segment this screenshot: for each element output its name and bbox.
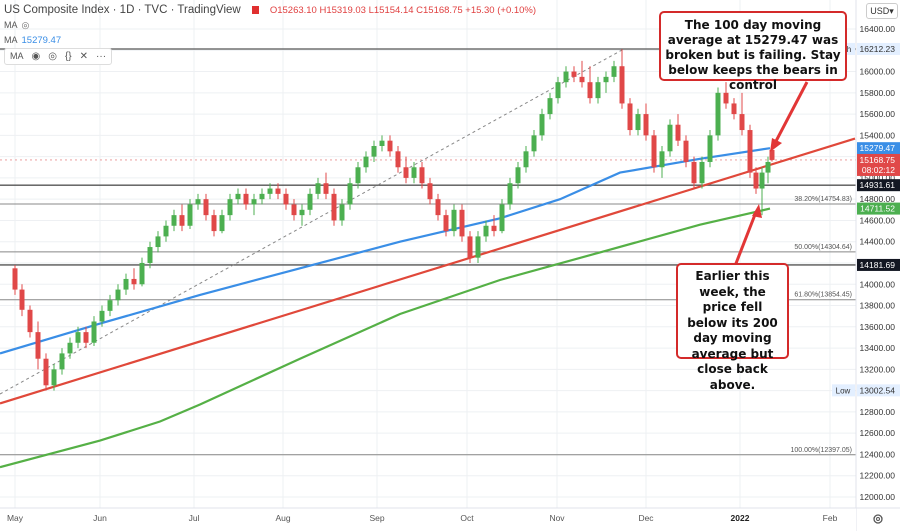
svg-text:50.00%(14304.64): 50.00%(14304.64) <box>794 244 852 251</box>
vertical-gridlines <box>14 0 831 508</box>
eye-icon[interactable]: ◉ <box>31 51 41 62</box>
svg-text:13200.00: 13200.00 <box>860 364 896 374</box>
svg-text:13400.00: 13400.00 <box>860 343 896 353</box>
ma-value: 15279.47 <box>21 35 62 46</box>
callout-ma100: The 100 day moving average at 15279.47 w… <box>659 11 847 92</box>
svg-text:2022: 2022 <box>731 513 750 523</box>
svg-text:15400.00: 15400.00 <box>860 130 896 140</box>
svg-text:Jul: Jul <box>189 513 200 523</box>
ma-label[interactable]: MA <box>4 35 18 45</box>
currency-selector[interactable]: USD▾ <box>866 3 898 19</box>
svg-text:Jun: Jun <box>93 513 107 523</box>
ma-label[interactable]: MA <box>4 20 18 30</box>
svg-text:14800.00: 14800.00 <box>860 194 896 204</box>
close-icon[interactable]: ✕ <box>79 51 89 62</box>
svg-text:15800.00: 15800.00 <box>860 88 896 98</box>
svg-text:Nov: Nov <box>549 513 565 523</box>
callout-arrows <box>733 81 809 267</box>
eye-hidden-icon[interactable]: ◎ <box>21 20 30 30</box>
svg-text:Oct: Oct <box>460 513 474 523</box>
fib-trend-dashed-line <box>0 49 623 395</box>
candlesticks <box>12 49 775 391</box>
svg-text:15168.75: 15168.75 <box>860 155 896 165</box>
settings-icon[interactable] <box>873 514 883 524</box>
svg-text:13800.00: 13800.00 <box>860 301 896 311</box>
svg-text:14181.69: 14181.69 <box>860 260 896 270</box>
svg-text:16400.00: 16400.00 <box>860 24 896 34</box>
price-tags: 16212.23High15279.4715168.7508:02:121493… <box>832 42 900 397</box>
svg-text:15279.47: 15279.47 <box>860 143 896 153</box>
svg-text:Feb: Feb <box>823 513 838 523</box>
svg-text:38.20%(14754.83): 38.20%(14754.83) <box>794 196 852 203</box>
svg-text:Sep: Sep <box>369 513 384 523</box>
symbol-title[interactable]: US Composite Index · 1D · TVC · TradingV… <box>4 4 241 16</box>
svg-text:12200.00: 12200.00 <box>860 471 896 481</box>
more-icon[interactable]: ··· <box>96 51 107 62</box>
svg-text:Aug: Aug <box>275 513 290 523</box>
svg-text:12000.00: 12000.00 <box>860 492 896 502</box>
ma-toolbar: MA ◉ ◎ {} ✕ ··· <box>4 48 113 65</box>
time-axis-panel[interactable] <box>0 508 856 531</box>
svg-text:12600.00: 12600.00 <box>860 428 896 438</box>
svg-text:14711.52: 14711.52 <box>860 204 895 214</box>
svg-text:16000.00: 16000.00 <box>860 67 896 77</box>
svg-text:08:02:12: 08:02:12 <box>862 165 895 175</box>
callout-ma200: Earlier this week, the price fell below … <box>676 263 789 392</box>
svg-text:May: May <box>7 513 24 523</box>
time-axis-labels: May Jun Jul Aug Sep Oct Nov Dec 2022 Feb <box>7 513 838 523</box>
source-code-icon[interactable]: {} <box>64 51 72 62</box>
settings-icon[interactable]: ◎ <box>48 51 57 62</box>
svg-text:15600.00: 15600.00 <box>860 109 896 119</box>
ma-label[interactable]: MA <box>10 51 24 61</box>
svg-text:15000.00: 15000.00 <box>860 173 896 183</box>
svg-text:13600.00: 13600.00 <box>860 322 896 332</box>
market-status-icon <box>251 6 259 15</box>
svg-text:16212.23: 16212.23 <box>860 44 896 54</box>
svg-text:61.80%(13854.45): 61.80%(13854.45) <box>794 292 852 299</box>
svg-text:14400.00: 14400.00 <box>860 237 896 247</box>
svg-text:14000.00: 14000.00 <box>860 279 896 289</box>
svg-text:12800.00: 12800.00 <box>860 407 896 417</box>
svg-text:Dec: Dec <box>638 513 654 523</box>
svg-text:14931.61: 14931.61 <box>860 180 896 190</box>
svg-text:13002.54: 13002.54 <box>860 385 896 395</box>
svg-text:14600.00: 14600.00 <box>860 215 896 225</box>
svg-text:12400.00: 12400.00 <box>860 449 896 459</box>
svg-text:Low: Low <box>836 386 851 395</box>
svg-text:100.00%(12397.05): 100.00%(12397.05) <box>791 447 853 454</box>
chart-legend: US Composite Index · 1D · TVC · TradingV… <box>4 3 537 65</box>
ohlc-values: O15263.10 H15319.03 L15154.14 C15168.75 … <box>269 5 537 16</box>
